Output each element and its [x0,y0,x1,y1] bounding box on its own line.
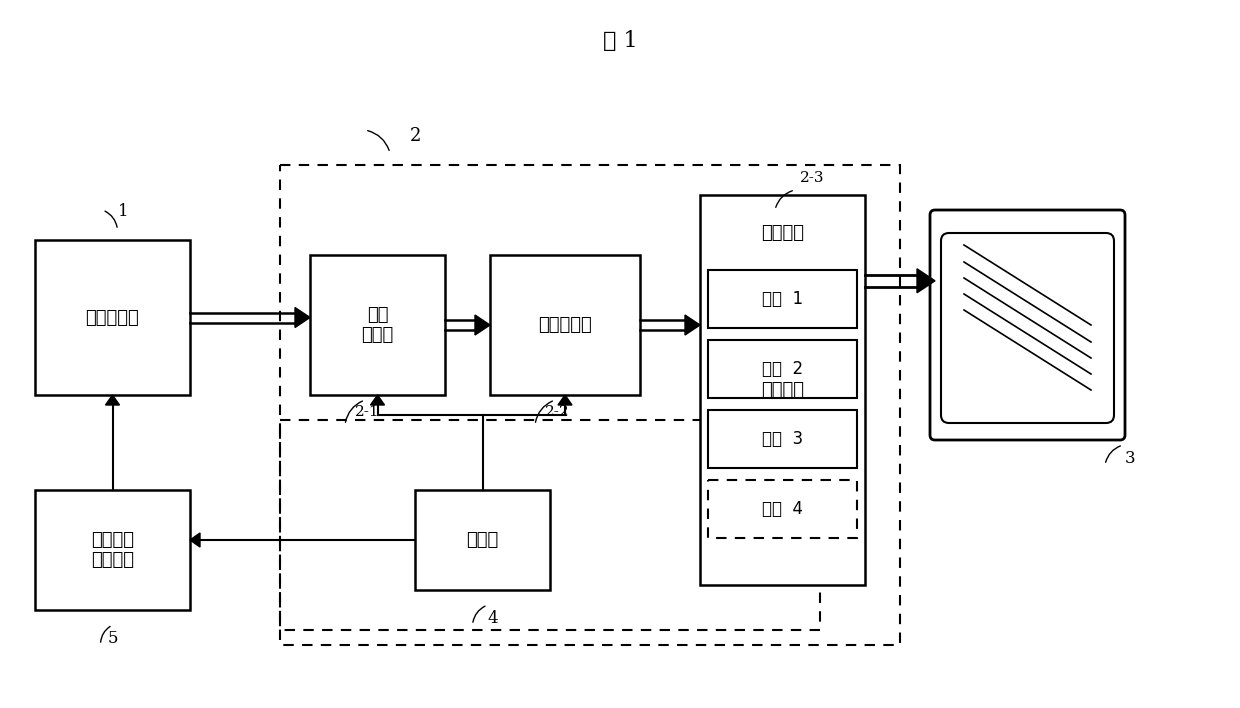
Polygon shape [558,395,572,405]
Bar [708,270,857,328]
Text: 4: 4 [487,610,498,627]
Polygon shape [295,307,310,328]
Text: 2: 2 [410,127,422,145]
Bar [280,165,900,645]
Text: 帧缓冲器: 帧缓冲器 [761,381,804,399]
Bar [708,340,857,398]
Bar [35,490,190,610]
Text: 2-3: 2-3 [800,171,825,185]
Bar [310,255,445,395]
Bar [415,490,551,590]
Bar [708,480,857,538]
Text: 区域  2: 区域 2 [761,360,804,378]
Polygon shape [371,395,384,405]
Polygon shape [918,269,935,293]
Text: 1: 1 [118,203,128,220]
Text: 编码
缓冲器: 编码 缓冲器 [361,306,393,344]
FancyBboxPatch shape [930,210,1125,440]
Polygon shape [190,533,200,547]
Text: 3: 3 [1125,450,1136,467]
Text: 光盘驱动器: 光盘驱动器 [86,309,139,326]
Bar [35,240,190,395]
Text: 区域  1: 区域 1 [761,290,804,308]
Text: 5: 5 [107,630,118,647]
Polygon shape [105,395,119,405]
Polygon shape [475,315,490,335]
Text: 区域  3: 区域 3 [761,430,804,448]
Text: 图 1: 图 1 [603,30,637,52]
Text: 特殊数据
存取装置: 特殊数据 存取装置 [91,530,134,569]
FancyBboxPatch shape [941,233,1114,423]
Text: 控制器: 控制器 [466,531,498,549]
Bar [280,420,820,630]
Text: 2-1: 2-1 [355,405,379,419]
Text: 解码处理器: 解码处理器 [538,316,591,334]
Text: 帧缓冲器: 帧缓冲器 [761,224,804,242]
Text: 2-2: 2-2 [546,405,569,419]
Bar [708,410,857,468]
Text: 区域  4: 区域 4 [763,500,804,518]
Polygon shape [684,315,701,335]
Bar [701,195,866,585]
Bar [490,255,640,395]
